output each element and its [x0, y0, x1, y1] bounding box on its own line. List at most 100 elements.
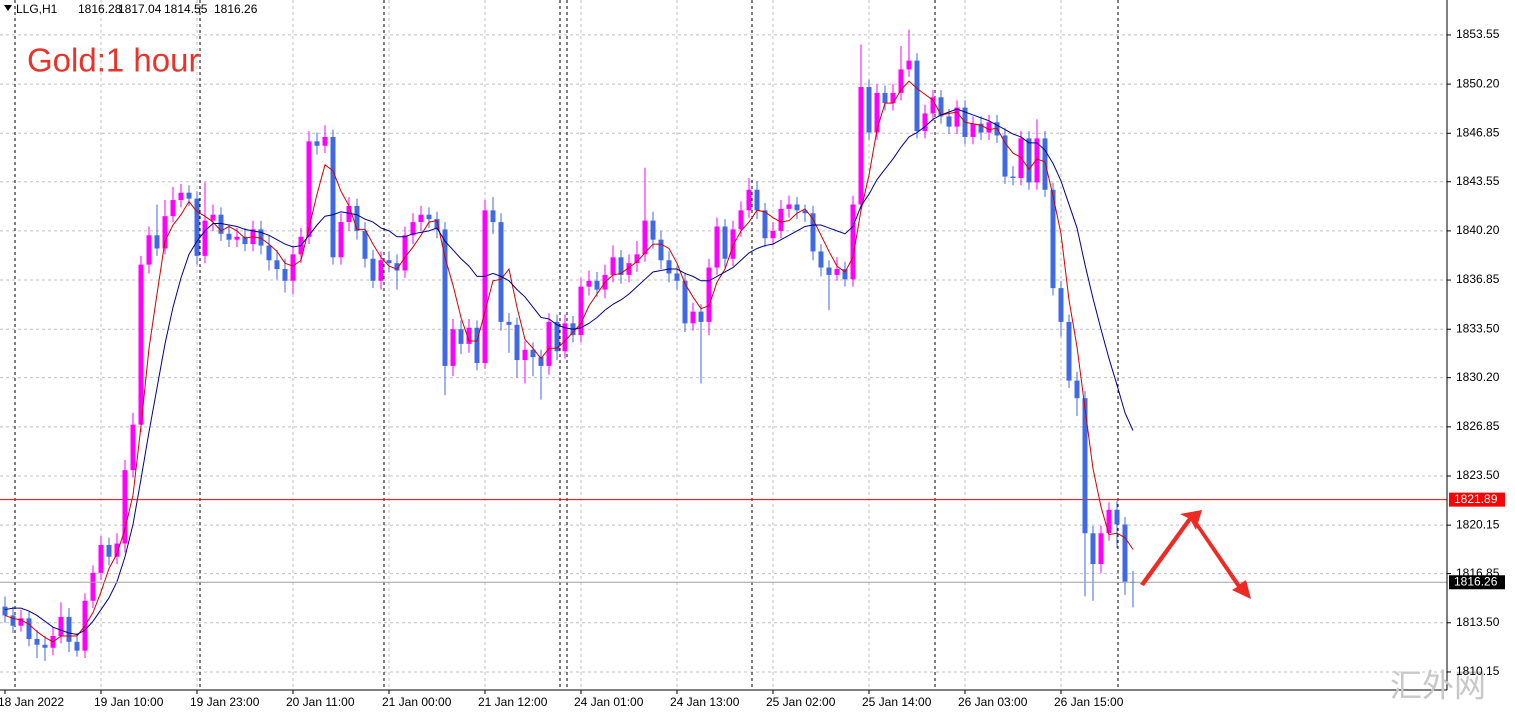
candle-body [258, 229, 264, 246]
candle-body [786, 204, 792, 209]
candle-body [898, 69, 904, 93]
candle-body [1090, 533, 1096, 565]
candle-body [442, 229, 448, 366]
candle-body [818, 251, 824, 268]
candle-body [394, 263, 400, 271]
candle-body [386, 260, 392, 264]
candle-body [586, 280, 592, 287]
candle-body [162, 216, 168, 249]
candle-body [466, 327, 472, 344]
y-tick-label: 1826.85 [1456, 419, 1500, 433]
candle-body [690, 311, 696, 324]
y-tick-label: 1830.20 [1456, 370, 1500, 384]
candle-body [450, 329, 456, 366]
candle-body [802, 210, 808, 214]
candle-body [1106, 509, 1112, 534]
candle-body [202, 220, 208, 256]
candle-body [138, 264, 144, 425]
candle-body [650, 220, 656, 240]
candle-body [738, 210, 744, 230]
candle-body [826, 267, 832, 275]
candle-body [914, 60, 920, 132]
y-tick-label: 1846.85 [1456, 125, 1500, 139]
candle-body [610, 257, 616, 275]
candle-body [194, 198, 200, 256]
candle-body [362, 230, 368, 259]
candle-body [954, 107, 960, 127]
candle-body [506, 321, 512, 325]
marks-layer [0, 29, 1447, 661]
candle-body [594, 280, 600, 290]
candle-body [122, 470, 128, 544]
candle-body [514, 324, 520, 361]
candle-body [114, 543, 120, 557]
candle-body [378, 260, 384, 281]
candle-body [722, 226, 728, 259]
candle-body [1042, 138, 1048, 190]
candle-body [130, 424, 136, 471]
x-tick-label: 19 Jan 23:00 [190, 695, 260, 709]
candle-body [546, 321, 552, 366]
y-tick-label: 1850.20 [1456, 76, 1500, 90]
candle-body [778, 208, 784, 231]
candle-body [890, 92, 896, 104]
candle-body [682, 280, 688, 324]
candle-body [266, 245, 272, 261]
candle-body [946, 116, 952, 127]
candle-body [730, 229, 736, 259]
candle-body [58, 616, 64, 636]
candle-body [426, 214, 432, 220]
candle-body [842, 269, 848, 280]
candle-body [1050, 189, 1056, 289]
candle-body [42, 644, 48, 648]
candle-body [314, 141, 320, 146]
candle-body [658, 239, 664, 261]
candle-body [210, 214, 216, 221]
candle-body [10, 615, 16, 626]
candle-body [530, 349, 536, 358]
candle-body [810, 213, 816, 252]
candle-body [1098, 533, 1104, 565]
moving-average [4, 108, 1134, 636]
candle-body [418, 214, 424, 223]
candle-body [714, 226, 720, 268]
y-tick-label: 1836.85 [1456, 272, 1500, 286]
candle-body [562, 323, 568, 352]
candle-body [410, 222, 416, 236]
x-tick-label: 21 Jan 00:00 [382, 695, 452, 709]
candle-body [618, 257, 624, 275]
candle-body [794, 204, 800, 211]
candle-body [930, 97, 936, 114]
candle-body [34, 638, 40, 645]
header-low: 1814.55 [164, 2, 208, 16]
header-open: 1816.28 [78, 2, 122, 16]
candle-body [2, 606, 8, 616]
candle-body [226, 233, 232, 240]
candle-body [338, 222, 344, 258]
candle-body [282, 269, 288, 281]
candle-body [866, 87, 872, 133]
candle-body [754, 189, 760, 211]
candle-body [290, 254, 296, 281]
candle-body [482, 210, 488, 363]
candle-body [858, 87, 864, 205]
candle-body [970, 123, 976, 137]
x-tick-label: 25 Jan 02:00 [766, 695, 836, 709]
candle-body [402, 235, 408, 271]
moving-average [4, 80, 1134, 643]
candle-body [146, 235, 152, 265]
x-tick-label: 26 Jan 15:00 [1054, 695, 1124, 709]
candle-body [1058, 288, 1064, 322]
candle-body [98, 544, 104, 573]
candle-body [698, 311, 704, 322]
header-close: 1816.26 [214, 2, 258, 16]
candle-body [1074, 380, 1080, 399]
candle-body [1114, 509, 1120, 525]
candle-body [850, 204, 856, 280]
candle-body [922, 113, 928, 132]
candle-body [74, 641, 80, 651]
arrow-down [1193, 520, 1251, 599]
annotation-arrow [1140, 510, 1251, 599]
